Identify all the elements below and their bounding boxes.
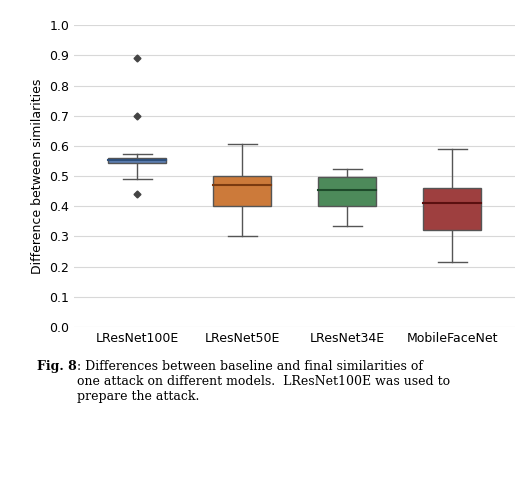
Bar	[108, 158, 166, 163]
Bar	[423, 188, 481, 230]
Bar	[318, 177, 376, 206]
Y-axis label: Difference between similarities: Difference between similarities	[31, 78, 44, 274]
Text: Fig. 8: Fig. 8	[37, 360, 77, 373]
Bar	[213, 176, 271, 206]
Text: : Differences between baseline and final similarities of
one attack on different: : Differences between baseline and final…	[77, 360, 450, 402]
